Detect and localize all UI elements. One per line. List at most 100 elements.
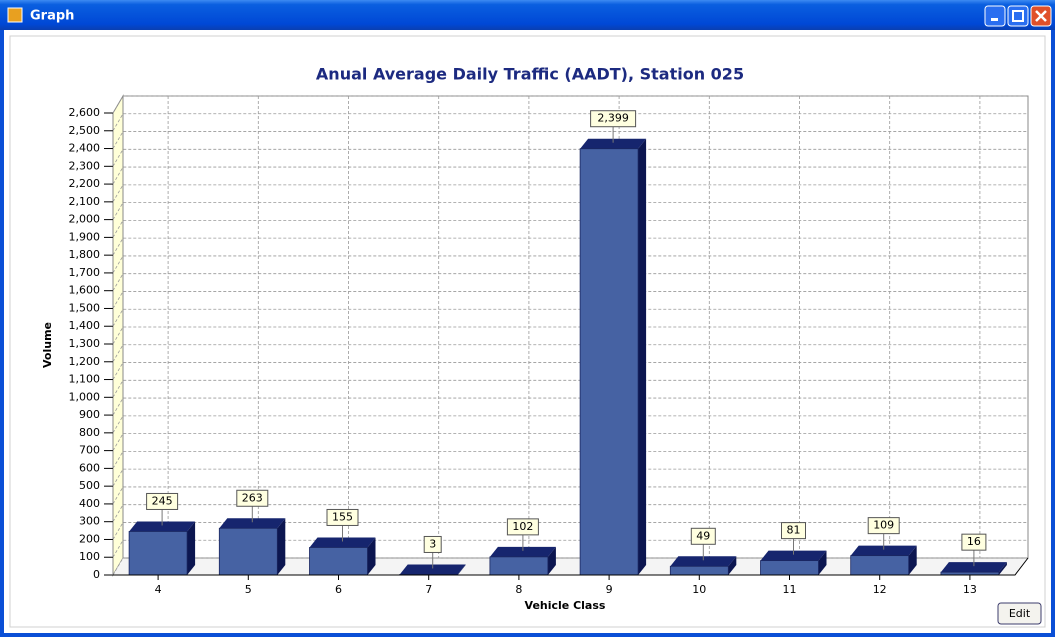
bar-side [187, 521, 196, 575]
bar-top [670, 556, 737, 567]
bar-side [277, 518, 286, 575]
grid-line [112, 379, 1028, 398]
bar [760, 550, 827, 576]
label-box [146, 492, 179, 510]
grid-line [112, 522, 1028, 540]
minimize-button[interactable] [984, 5, 1006, 27]
label-box [690, 527, 716, 545]
y-tick-label: 400 [79, 497, 100, 510]
grid-line [112, 255, 1028, 274]
edit-button[interactable] [997, 602, 1042, 625]
x-tick-label: 6 [335, 583, 342, 596]
y-tick-label: 1,900 [69, 230, 101, 243]
grid-line [112, 308, 1028, 327]
grid-line [112, 113, 1028, 131]
grid-line [112, 450, 1028, 469]
y-tick-label: 700 [79, 444, 100, 457]
y-tick-label: 2,300 [69, 159, 101, 172]
y-tick-label: 1,400 [69, 319, 101, 332]
label-box [867, 517, 900, 535]
bar-front [579, 148, 639, 576]
y-tick-label: 2,200 [69, 177, 101, 190]
bar-top [129, 521, 196, 532]
edit-button-label: Edit [1009, 607, 1031, 620]
y-tick-label: 900 [79, 408, 100, 421]
chart-border [9, 35, 1046, 628]
x-axis-label: Vehicle Class [525, 599, 606, 612]
x-tick-label: 7 [425, 583, 432, 596]
x-tick-label: 11 [783, 583, 797, 596]
axis-line [113, 557, 1029, 576]
bar-top [489, 546, 556, 557]
bar [489, 546, 556, 576]
bar-top [309, 537, 376, 548]
bar-top [219, 518, 286, 529]
data-label: 3 [429, 537, 436, 550]
close-icon [1035, 10, 1047, 22]
maximize-button[interactable] [1007, 5, 1029, 27]
bar-front [850, 555, 910, 576]
label-box [326, 508, 359, 526]
bar-front [309, 547, 368, 576]
y-tick-label: 2,100 [69, 195, 101, 208]
minimize-icon [991, 18, 998, 21]
grid-line [112, 237, 1028, 256]
bar-top [850, 545, 917, 556]
bar [850, 545, 917, 576]
x-tick-label: 13 [963, 583, 977, 596]
y-tick-label: 1,500 [69, 301, 101, 314]
label-box [590, 110, 637, 128]
x-tick-label: 5 [245, 583, 252, 596]
grid-line [112, 166, 1028, 185]
y-tick-label: 1,200 [69, 355, 101, 368]
grid-line [112, 202, 1028, 220]
label-box [961, 533, 987, 551]
data-label: 81 [787, 524, 801, 537]
y-tick-label: 2,000 [69, 213, 101, 226]
bar-front [760, 560, 819, 576]
bar-side [818, 550, 827, 575]
grid-line [112, 504, 1028, 522]
bar-side [998, 562, 1007, 575]
bar [579, 138, 647, 576]
bar-side [638, 138, 647, 575]
bar-top [580, 138, 647, 149]
bar-side [457, 564, 466, 575]
y-tick-label: 2,400 [69, 142, 101, 155]
y-tick-label: 200 [79, 532, 100, 545]
data-label: 155 [332, 510, 353, 523]
grid-line [112, 291, 1028, 309]
y-tick-label: 0 [93, 568, 100, 581]
data-label: 245 [152, 494, 173, 507]
grid-line [112, 326, 1028, 345]
grid-line [112, 131, 1028, 149]
y-axis-label: Volume [41, 322, 54, 368]
bar-front [489, 556, 549, 576]
data-label: 49 [696, 529, 710, 542]
data-label: 102 [512, 520, 533, 533]
bar [309, 537, 376, 576]
y-tick-label: 1,800 [69, 248, 101, 261]
title-bar [0, 0, 1055, 30]
y-tick-label: 100 [79, 550, 100, 563]
grid-line [112, 539, 1028, 558]
grid-line [112, 397, 1028, 416]
maximize-icon [1012, 10, 1024, 22]
bar-top [760, 550, 827, 561]
x-tick-label: 4 [155, 583, 162, 596]
y-tick-label: 1,100 [69, 373, 101, 386]
bar-side [547, 546, 556, 575]
bar-side [367, 537, 376, 575]
y-tick-label: 1,600 [69, 284, 101, 297]
bar-front [218, 527, 278, 576]
grid-line [112, 433, 1028, 451]
bar-front [128, 531, 188, 576]
label-box [423, 535, 442, 553]
y-tick-label: 300 [79, 515, 100, 528]
x-tick-label: 8 [515, 583, 522, 596]
data-label: 109 [873, 519, 894, 532]
x-tick-label: 12 [873, 583, 887, 596]
label-box [506, 518, 539, 536]
label-box [781, 522, 806, 540]
